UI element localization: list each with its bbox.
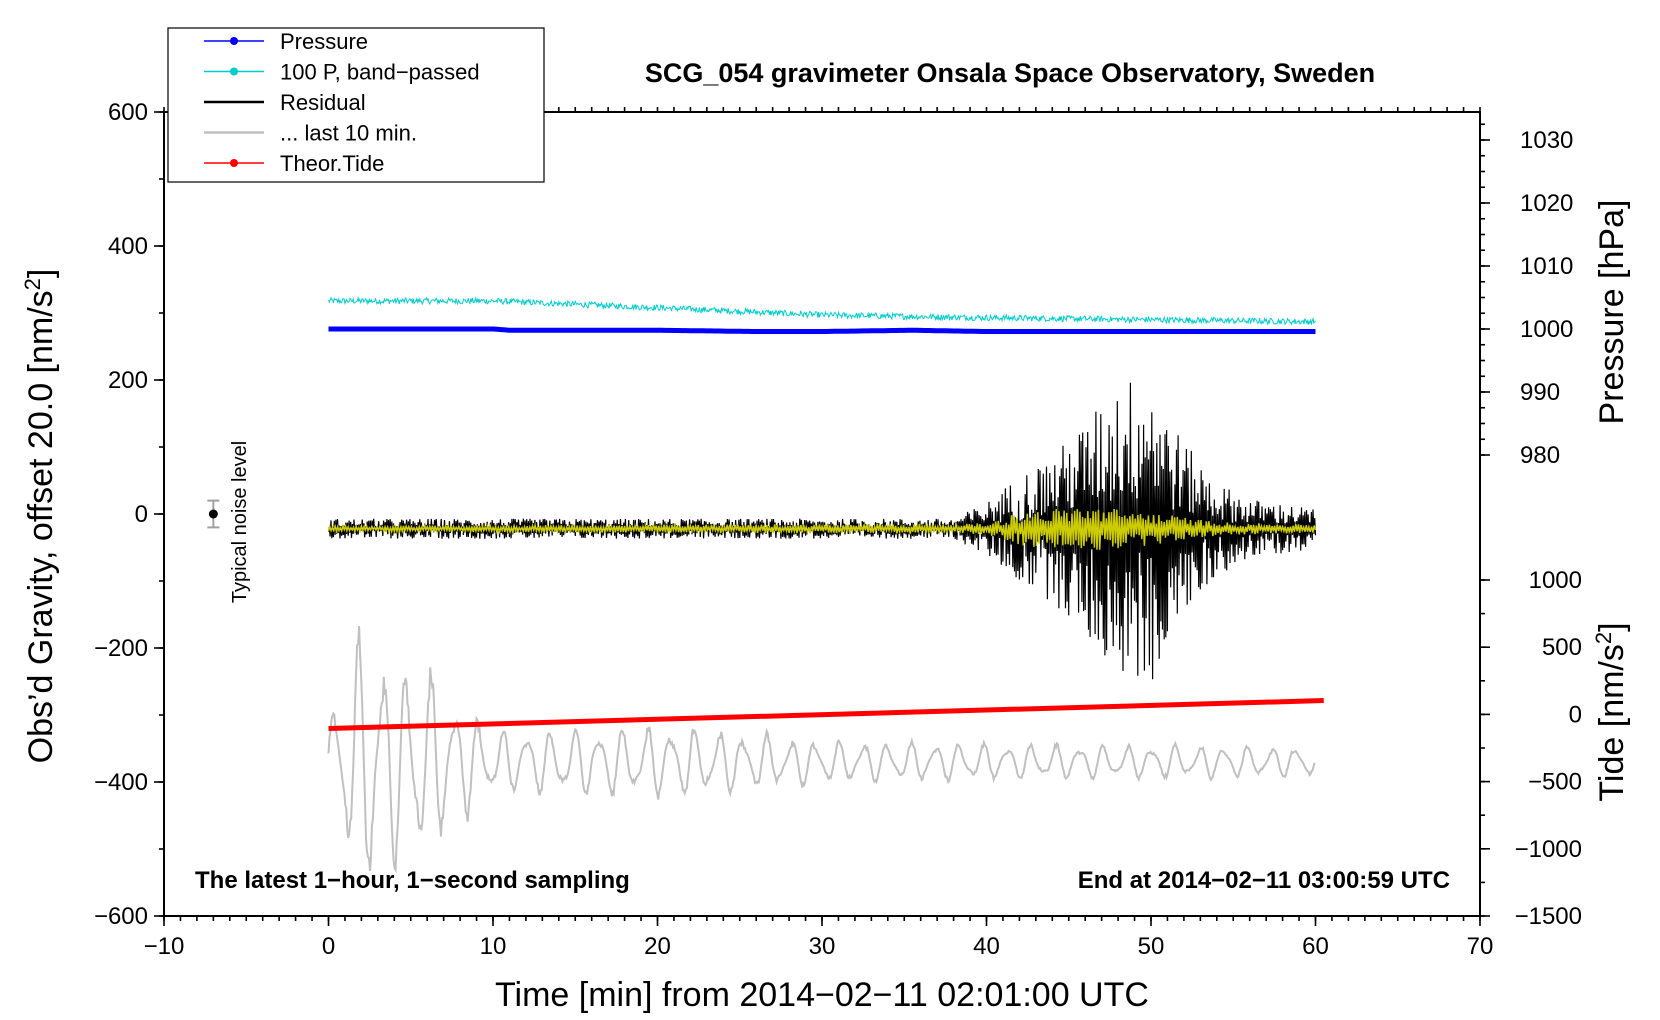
- series-layer: [207, 296, 1324, 874]
- x-tick-label: 30: [809, 933, 836, 960]
- noise-level-label: Typical noise level: [229, 441, 251, 603]
- chart-title: SCG_054 gravimeter Onsala Space Observat…: [645, 58, 1375, 88]
- tide-tick-label: −1000: [1515, 836, 1582, 863]
- series-last-10-min: [327, 626, 1316, 874]
- legend-marker: [230, 67, 238, 76]
- tide-tick-label: −500: [1528, 769, 1582, 796]
- series-residual: [327, 382, 1317, 680]
- legend-marker: [230, 159, 238, 167]
- series-pressure-bandpassed: [328, 296, 1316, 326]
- x-tick-label: 40: [973, 933, 1000, 960]
- legend-label: Residual: [280, 90, 366, 115]
- legend-marker: [230, 37, 238, 45]
- y-axis-title-left: Obs’d Gravity, offset 20.0 [nm/s2]: [20, 269, 61, 764]
- y-tick-label: −400: [94, 769, 148, 796]
- y-tick-label: −600: [94, 903, 148, 930]
- series-theoretical-tide: [328, 698, 1324, 732]
- y-tick-label: 400: [108, 233, 148, 260]
- tide-tick-label: −1500: [1515, 903, 1582, 930]
- pressure-tick-label: 990: [1520, 379, 1560, 406]
- noise-marker: [208, 509, 218, 519]
- tide-tick-label: 500: [1542, 634, 1582, 661]
- x-tick-label: 50: [1138, 933, 1165, 960]
- y-tick-label: 600: [108, 99, 148, 126]
- legend-label: Theor.Tide: [280, 151, 384, 176]
- x-tick-label: 60: [1302, 933, 1329, 960]
- series-residual-bandpassed: [327, 508, 1317, 550]
- pressure-tick-label: 1030: [1520, 127, 1573, 154]
- tide-tick-label: 0: [1569, 701, 1582, 728]
- annotation-end-time: End at 2014−02−11 03:00:59 UTC: [1078, 867, 1450, 894]
- pressure-tick-label: 1010: [1520, 253, 1573, 280]
- legend: Pressure 100 P, band−passed Residual ... la…: [167, 27, 545, 183]
- plot-area: [163, 111, 1481, 917]
- pressure-tick-label: 1020: [1520, 190, 1573, 217]
- legend-label: Pressure: [280, 29, 368, 54]
- y-axis-title-tide: Tide [nm/s2]: [1591, 622, 1632, 801]
- x-axis-title: Time [min] from 2014−02−11 02:01:00 UTC: [495, 976, 1149, 1014]
- plot-frame: [163, 111, 1481, 917]
- legend-box: [167, 27, 545, 183]
- legend-label: ... last 10 min.: [280, 121, 417, 146]
- y-tick-label: 200: [108, 367, 148, 394]
- x-tick-label: 10: [480, 933, 507, 960]
- axes: −10 0 10 20 30 40 50 60 70−600−400−2000200400600…: [94, 99, 1582, 960]
- tide-tick-label: 1000: [1529, 567, 1582, 594]
- series-pressure: [328, 326, 1316, 334]
- y-tick-label: −200: [94, 635, 148, 662]
- y-axis-title-pressure: Pressure [hPa]: [1593, 200, 1631, 425]
- x-tick-label: 70: [1467, 933, 1494, 960]
- y-tick-label: 0: [135, 501, 148, 528]
- annotation-sampling: The latest 1−hour, 1−second sampling: [195, 867, 630, 894]
- x-tick-label: 0: [322, 933, 335, 960]
- x-tick-label: −10: [144, 933, 185, 960]
- pressure-tick-label: 1000: [1520, 316, 1573, 343]
- pressure-tick-label: 980: [1520, 442, 1560, 469]
- legend-label: 100 P, band−passed: [280, 60, 480, 85]
- x-tick-label: 20: [644, 933, 671, 960]
